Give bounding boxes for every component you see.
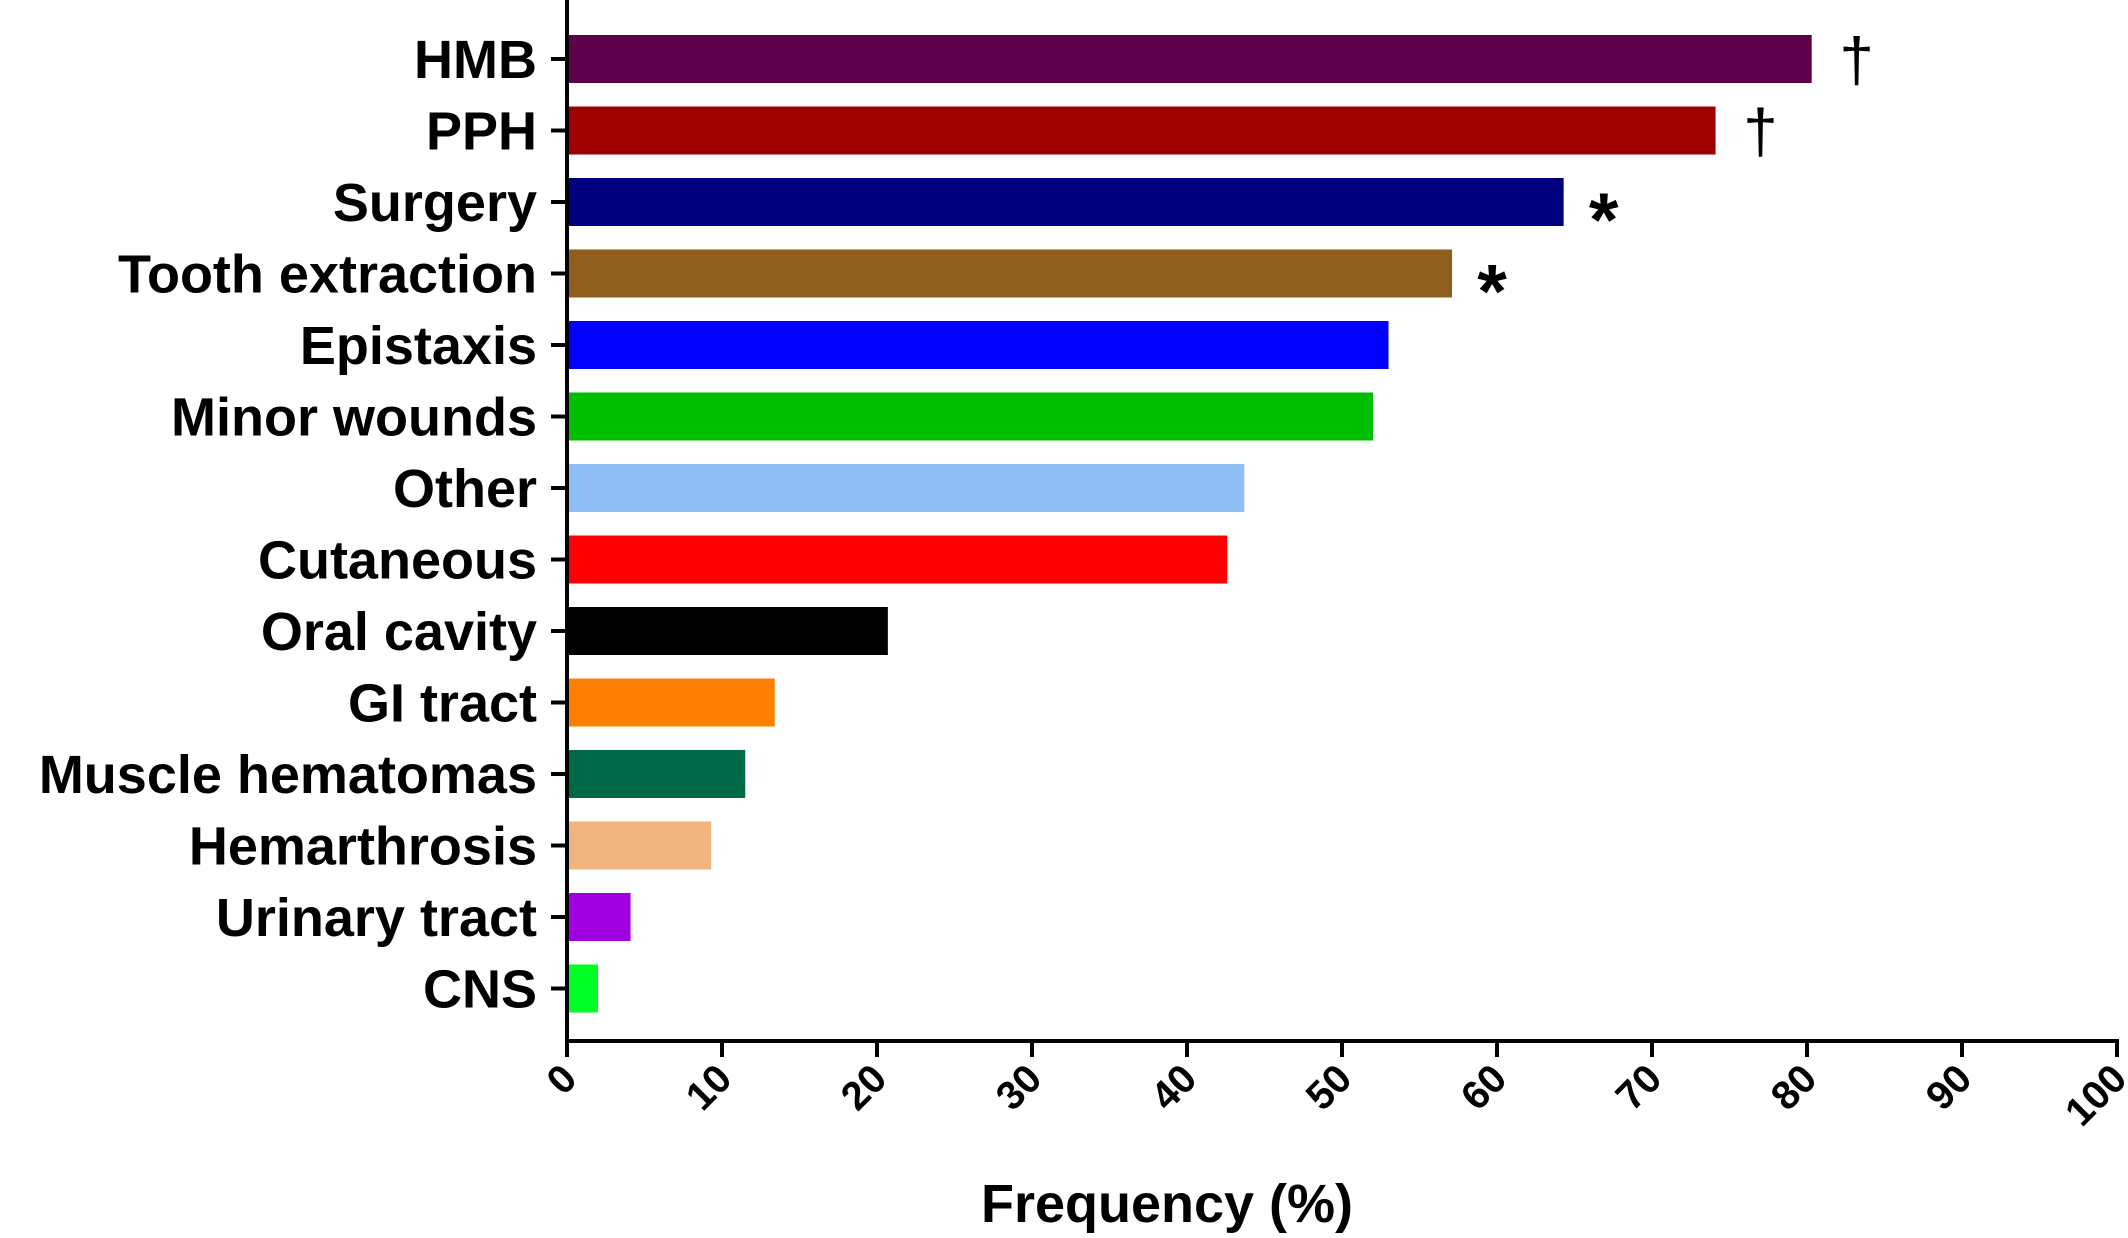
x-tick-label-6: 60 <box>1453 1056 1516 1119</box>
annotation-0: † <box>1839 26 1873 95</box>
category-label-5: Minor wounds <box>171 388 537 448</box>
bar-4 <box>567 321 1389 369</box>
category-label-3: Tooth extraction <box>118 245 537 305</box>
x-tick-label-5: 50 <box>1298 1056 1361 1119</box>
x-tick-label-9: 90 <box>1918 1056 1981 1119</box>
category-label-13: CNS <box>423 960 537 1020</box>
x-tick-label-8: 80 <box>1763 1056 1826 1119</box>
category-label-8: Oral cavity <box>261 602 537 662</box>
category-label-2: Surgery <box>333 173 537 233</box>
annotation-3: * <box>1477 250 1507 335</box>
category-label-0: HMB <box>414 30 537 90</box>
bar-12 <box>567 893 631 941</box>
x-tick-label-4: 40 <box>1143 1056 1206 1119</box>
significance-annotations: † † * * <box>1477 26 1874 335</box>
category-label-1: PPH <box>426 102 537 162</box>
bar-1 <box>567 106 1716 155</box>
category-labels: HMB PPH Surgery Tooth extraction Epistaxis Mi… <box>39 30 537 1020</box>
bar-9 <box>567 678 775 727</box>
category-label-6: Other <box>393 459 537 519</box>
x-tick-labels: 0 10 20 30 40 50 60 70 80 90 100 <box>539 1056 2128 1134</box>
category-label-11: Hemarthrosis <box>189 817 537 877</box>
x-tick-label-2: 20 <box>833 1056 896 1119</box>
bar-5 <box>567 392 1373 441</box>
bar-2 <box>567 178 1564 226</box>
bar-0 <box>567 35 1812 83</box>
x-axis-title: Frequency (%) <box>981 1174 1353 1234</box>
annotation-1: † <box>1743 98 1777 167</box>
bar-6 <box>567 464 1245 512</box>
category-label-7: Cutaneous <box>258 531 537 591</box>
bar-13 <box>567 964 598 1013</box>
category-label-9: GI tract <box>348 674 537 734</box>
category-label-4: Epistaxis <box>300 316 537 376</box>
bar-7 <box>567 535 1228 584</box>
category-label-12: Urinary tract <box>216 888 537 948</box>
bar-10 <box>567 750 746 798</box>
category-label-10: Muscle hematomas <box>39 745 537 805</box>
x-tick-label-10: 100 <box>2057 1056 2128 1134</box>
axes-layer <box>551 0 2119 1057</box>
bar-11 <box>567 821 712 870</box>
x-tick-label-1: 10 <box>678 1056 741 1119</box>
bars-layer <box>567 35 1812 1013</box>
annotation-2: * <box>1589 178 1619 263</box>
x-tick-label-7: 70 <box>1608 1056 1671 1119</box>
bar-3 <box>567 249 1453 298</box>
x-tick-label-3: 30 <box>988 1056 1051 1119</box>
bar-8 <box>567 607 888 655</box>
x-tick-label-0: 0 <box>539 1056 586 1103</box>
